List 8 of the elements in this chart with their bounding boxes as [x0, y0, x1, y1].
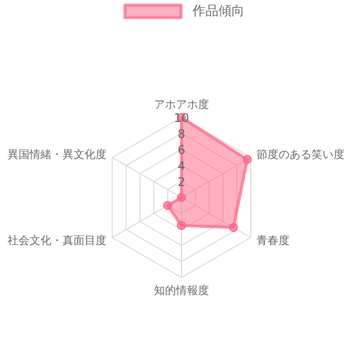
spoke-label: 異国情緒・異文化度 — [8, 148, 107, 161]
spoke-label: アホアホ度 — [154, 98, 209, 112]
spoke-label: 社会文化・真面目度 — [8, 234, 107, 248]
spoke-label: 青春度 — [256, 234, 290, 248]
legend-label: 作品傾向 — [192, 3, 244, 20]
y-tick-label: 4 — [178, 159, 186, 173]
spoke-label: 知的情報度 — [154, 284, 209, 297]
spoke-label: 節度のある笑い度 — [256, 148, 344, 161]
